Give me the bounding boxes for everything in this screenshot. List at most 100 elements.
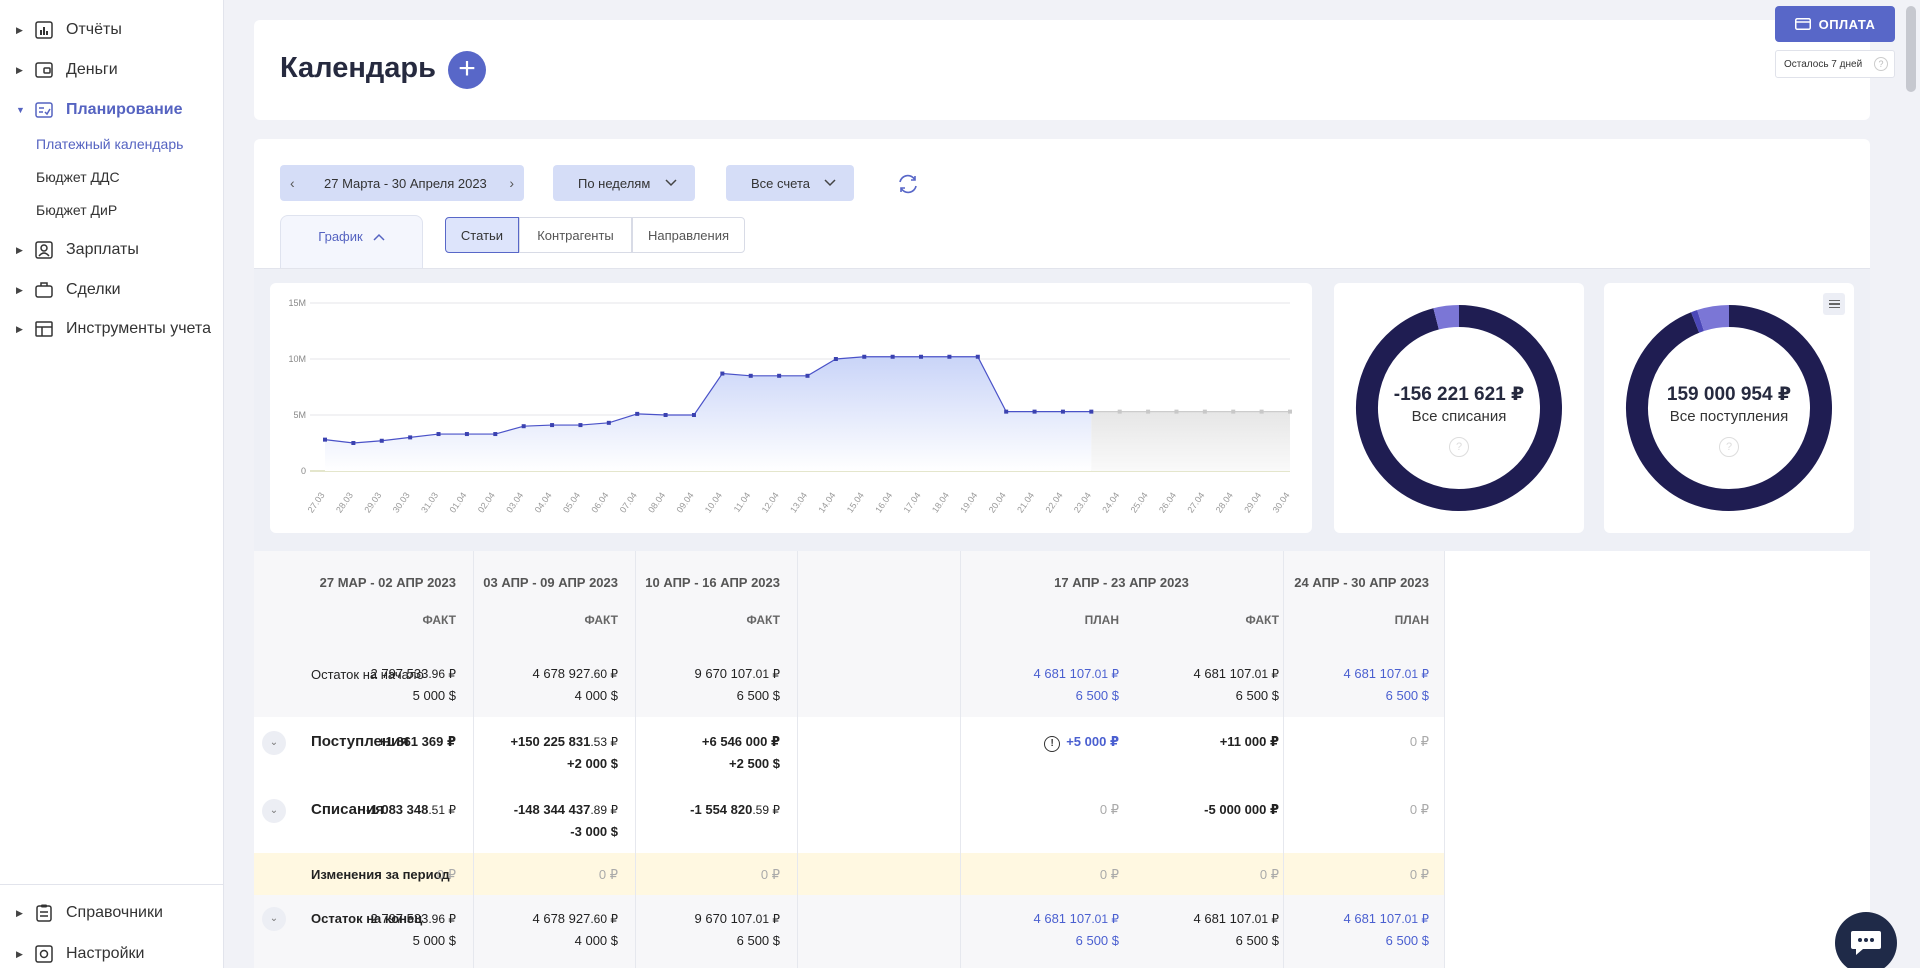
y-tick-label: 10M [288, 354, 306, 364]
table-cell[interactable]: 4 681 107.01 ₽ 6 500 $ [1034, 908, 1120, 952]
page-header: Календарь + [254, 20, 1870, 120]
sidebar-item-accounting-tools[interactable]: ▶ Инструменты учета [0, 314, 224, 344]
data-point [833, 357, 838, 361]
table-cell[interactable]: 4 681 107.01 ₽ 6 500 $ [1344, 663, 1430, 707]
cell-decimals: .53 ₽ [590, 735, 618, 749]
sidebar-item-reports[interactable]: ▶ Отчёты [0, 15, 224, 45]
cell-usd-value: -3 000 $ [570, 824, 618, 839]
x-tick-label: 19.04 [958, 490, 979, 514]
menu-icon[interactable] [1823, 293, 1845, 315]
cell-amount: -148 344 437 [513, 802, 591, 817]
cell-usd-value: 6 500 $ [1075, 933, 1119, 948]
sidebar-item-settings[interactable]: ▶ Настройки [0, 939, 224, 968]
tab-directions[interactable]: Направления [632, 217, 745, 253]
table-cell[interactable]: 0 ₽ [760, 867, 780, 882]
scrollbar[interactable] [1906, 6, 1916, 92]
add-button[interactable]: + [448, 51, 486, 89]
sidebar-subitem-payment-calendar[interactable]: Платежный календарь [36, 136, 184, 152]
table-cell[interactable]: 9 670 107.01 ₽ 6 500 $ [695, 663, 781, 707]
help-icon[interactable]: ? [1449, 437, 1469, 457]
x-tick-label: 24.04 [1100, 490, 1121, 514]
table-cell[interactable]: 0 ₽ [1259, 867, 1279, 882]
cell-amount: +5 000 ₽ [1066, 734, 1119, 749]
cell-amount: 2 797 533 [370, 911, 429, 926]
accounts-dropdown[interactable]: Все счета [726, 165, 854, 201]
table-cell[interactable]: 2 797 533.96 ₽ 5 000 $ [371, 663, 457, 707]
table-cell[interactable]: 4 678 927.60 ₽ 4 000 $ [533, 908, 619, 952]
tab-articles[interactable]: Статьи [445, 217, 519, 253]
table-cell[interactable]: -1 083 348.51 ₽ [366, 799, 456, 821]
income-donut-panel: 159 000 954 ₽ Все поступления ? [1604, 283, 1854, 533]
page-title: Календарь [280, 52, 436, 84]
table-cell[interactable]: +11 000 ₽ [1220, 731, 1279, 753]
payment-button[interactable]: ОПЛАТА [1775, 6, 1895, 42]
gear-icon [35, 945, 53, 963]
table-cell[interactable]: -1 554 820.59 ₽ [690, 799, 780, 821]
table-cell[interactable]: -148 344 437.89 ₽ -3 000 $ [514, 799, 618, 843]
chat-button[interactable] [1835, 912, 1897, 968]
period-selector[interactable]: ‹ 27 Марта - 30 Апреля 2023 › [280, 165, 524, 201]
expenses-total: -156 221 621 ₽ [1393, 384, 1525, 405]
column-type: ФАКТ [422, 613, 456, 627]
chevron-left-icon[interactable]: ‹ [290, 175, 295, 191]
sidebar-item-salaries[interactable]: ▶ Зарплаты [0, 235, 224, 265]
help-icon[interactable]: ? [1719, 437, 1739, 457]
table-cell[interactable]: 0 ₽ [598, 867, 618, 882]
refresh-icon[interactable] [896, 172, 920, 196]
table-cell[interactable]: 4 681 107.01 ₽ 6 500 $ [1034, 663, 1120, 707]
table-cell[interactable]: 0 ₽ [1410, 731, 1429, 753]
caret-right-icon: ▶ [16, 64, 23, 75]
table-cell[interactable]: 4 681 107.01 ₽ 6 500 $ [1194, 663, 1280, 707]
data-point [351, 441, 356, 445]
sidebar-item-deals[interactable]: ▶ Сделки [0, 275, 224, 305]
cell-decimals: .60 ₽ [590, 912, 618, 926]
table-cell[interactable]: -5 000 000 ₽ [1204, 799, 1279, 821]
cell-amount: 0 ₽ [1099, 802, 1119, 817]
briefcase-icon [35, 282, 53, 298]
y-tick-label: 0 [301, 466, 306, 476]
sidebar-subitem-dds-budget[interactable]: Бюджет ДДС [36, 169, 120, 185]
table-cell[interactable]: 4 681 107.01 ₽ 6 500 $ [1194, 908, 1280, 952]
table-cell[interactable]: 4 681 107.01 ₽ 6 500 $ [1344, 908, 1430, 952]
help-icon[interactable]: ? [1874, 57, 1888, 71]
tab-counterparties[interactable]: Контрагенты [519, 217, 632, 253]
grouping-dropdown[interactable]: По неделям [553, 165, 695, 201]
expand-end-button[interactable]: ⌄ [262, 907, 286, 931]
x-tick-label: 04.04 [533, 490, 554, 514]
cell-amount: 4 681 107 [1033, 911, 1092, 926]
expand-income-button[interactable]: ⌄ [262, 731, 286, 755]
sidebar-item-planning[interactable]: ▼ Планирование [0, 95, 224, 125]
warning-icon[interactable]: ! [1044, 736, 1061, 752]
table-cell[interactable]: 2 797 533.96 ₽ 5 000 $ [371, 908, 457, 952]
table-cell[interactable]: +150 225 831.53 ₽ +2 000 $ [510, 731, 618, 775]
table-cell[interactable]: 0 ₽ [436, 867, 456, 882]
tab-graph[interactable]: График [280, 215, 423, 268]
data-point [550, 423, 555, 428]
cell-decimals: .01 ₽ [752, 667, 780, 681]
x-tick-label: 29.04 [1242, 490, 1263, 514]
chevron-right-icon[interactable]: › [509, 175, 514, 191]
sidebar-item-references[interactable]: ▶ Справочники [0, 898, 224, 928]
table-cell[interactable]: ! +5 000 ₽ [1044, 731, 1119, 753]
table-cell[interactable]: 4 678 927.60 ₽ 4 000 $ [533, 663, 619, 707]
x-tick-label: 05.04 [561, 490, 582, 514]
week-header: 24 АПР - 30 АПР 2023 [1294, 575, 1429, 590]
expand-expense-button[interactable]: ⌄ [262, 799, 286, 823]
x-tick-label: 18.04 [930, 490, 951, 514]
sidebar-subitem-dir-budget[interactable]: Бюджет ДиР [36, 202, 118, 218]
donut-slice [1626, 305, 1832, 511]
table-cell[interactable]: 0 ₽ [1409, 867, 1429, 882]
table-cell[interactable]: 9 670 107.01 ₽ 6 500 $ [695, 908, 781, 952]
table-cell[interactable]: 0 ₽ [1099, 867, 1119, 882]
chevron-down-icon [665, 179, 677, 187]
actual-line [324, 356, 1092, 444]
cell-amount: +150 225 831 [510, 734, 591, 749]
sidebar-item-money[interactable]: ▶ Деньги [0, 55, 224, 85]
table-cell[interactable]: 0 ₽ [1100, 799, 1119, 821]
data-point [578, 423, 583, 428]
table-cell[interactable]: +1 861 369 ₽ [378, 731, 456, 753]
cell-main-value: 4 681 107.01 ₽ [1034, 663, 1120, 685]
table-cell[interactable]: +6 546 000 ₽ +2 500 $ [702, 731, 780, 775]
balance-line-chart: 0 5M 10M 15M 27.03 28.03 29.03 30.03 31.03 01.04 0… [288, 298, 1292, 515]
table-cell[interactable]: 0 ₽ [1410, 799, 1429, 821]
